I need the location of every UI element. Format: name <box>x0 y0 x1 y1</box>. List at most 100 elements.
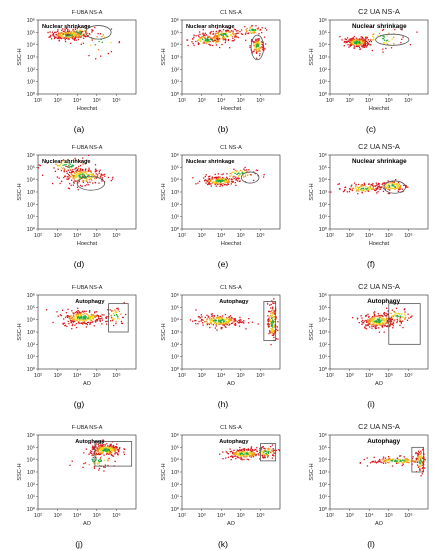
scatter-point <box>237 455 239 457</box>
y-tick-label: 10⁰ <box>319 506 328 513</box>
scatter-point <box>72 33 75 36</box>
scatter-point <box>199 317 201 319</box>
scatter-point <box>384 460 386 463</box>
scatter-point <box>255 49 258 51</box>
scatter-point <box>394 178 397 181</box>
scatter-point <box>67 173 70 176</box>
scatter-point <box>222 179 224 182</box>
plot-frame <box>329 19 429 95</box>
scatter-point <box>107 176 110 179</box>
scatter-point <box>66 176 68 178</box>
scatter-point <box>262 176 265 178</box>
scatter-point <box>118 41 120 44</box>
scatter-point <box>106 451 108 453</box>
scatter-point <box>383 311 386 314</box>
scatter-point <box>77 314 80 316</box>
scatter-point <box>421 460 423 463</box>
scatter-point <box>82 313 84 315</box>
scatter-point <box>67 176 69 178</box>
scatter-point <box>361 317 363 319</box>
scatter-point <box>239 451 242 453</box>
scatter-point <box>420 459 422 462</box>
scatter-point <box>421 473 424 475</box>
scatter-point <box>231 455 233 457</box>
scatter-point <box>250 174 252 176</box>
scatter-point <box>420 460 422 463</box>
scatter-point <box>365 314 368 317</box>
scatter-point <box>383 39 386 41</box>
scatter-point <box>268 317 270 320</box>
scatter-point <box>361 184 363 186</box>
scatter-point <box>417 454 419 456</box>
scatter-point <box>90 452 93 455</box>
scatter-point <box>369 326 371 328</box>
scatter-point <box>227 181 230 183</box>
scatter-point <box>374 311 376 313</box>
scatter-point <box>273 331 275 333</box>
scatter-point <box>218 38 221 41</box>
x-tick-label: 10² <box>178 98 186 104</box>
scatter-point <box>91 458 93 461</box>
scatter-point <box>95 58 97 60</box>
scatter-point <box>358 322 360 324</box>
scatter-point <box>66 166 69 168</box>
scatter-point <box>357 193 359 195</box>
scatter-point <box>82 157 84 159</box>
scatter-point <box>383 460 385 462</box>
scatter-point <box>121 322 123 325</box>
scatter-point <box>82 311 84 313</box>
scatter-point <box>220 328 222 330</box>
scatter-point <box>210 37 212 39</box>
scatter-point <box>229 319 232 321</box>
scatter-point <box>392 184 394 187</box>
scatter-point <box>71 170 73 172</box>
scatter-point <box>383 313 386 315</box>
scatter-point <box>256 39 258 41</box>
scatter-point <box>349 44 351 46</box>
scatter-point <box>103 445 106 448</box>
scatter-point <box>345 40 347 43</box>
scatter-point <box>217 173 219 175</box>
scatter-point <box>267 450 269 452</box>
scatter-point <box>398 187 400 189</box>
x-tick-label: 10⁴ <box>217 372 226 379</box>
scatter-point <box>388 192 391 195</box>
scatter-point <box>218 322 220 324</box>
scatter-point <box>105 450 108 452</box>
scatter-point <box>105 449 107 451</box>
scatter-point <box>380 316 382 318</box>
scatter-point <box>267 448 269 451</box>
scatter-point <box>226 29 228 31</box>
scatter-point <box>267 320 269 322</box>
scatter-point <box>95 173 97 175</box>
scatter-point <box>212 324 215 326</box>
scatter-point <box>221 319 223 321</box>
scatter-point <box>212 44 214 47</box>
scatter-point <box>241 172 244 174</box>
scatter-point <box>222 451 224 453</box>
gate-annotation: Nuclear shrinkage <box>352 158 407 165</box>
scatter-point <box>256 450 258 452</box>
scatter-point <box>92 316 94 318</box>
scatter-point <box>274 311 276 313</box>
scatter-point <box>97 450 99 453</box>
scatter-point <box>74 34 77 36</box>
scatter-point <box>388 40 390 42</box>
scatter-point <box>258 39 260 41</box>
scatter-point <box>109 446 111 448</box>
scatter-point <box>89 452 91 454</box>
scatter-point <box>96 314 98 317</box>
scatter-point <box>376 324 379 327</box>
scatter-point <box>261 447 263 449</box>
scatter-point <box>112 444 115 447</box>
scatter-point <box>262 446 264 448</box>
scatter-point <box>65 37 68 40</box>
scatter-point <box>402 463 404 465</box>
scatter-point <box>269 445 272 448</box>
scatter-point <box>259 28 262 31</box>
scatter-point <box>74 170 77 173</box>
scatter-point <box>41 174 44 176</box>
scatter-point <box>70 166 73 168</box>
scatter-point <box>227 180 230 182</box>
